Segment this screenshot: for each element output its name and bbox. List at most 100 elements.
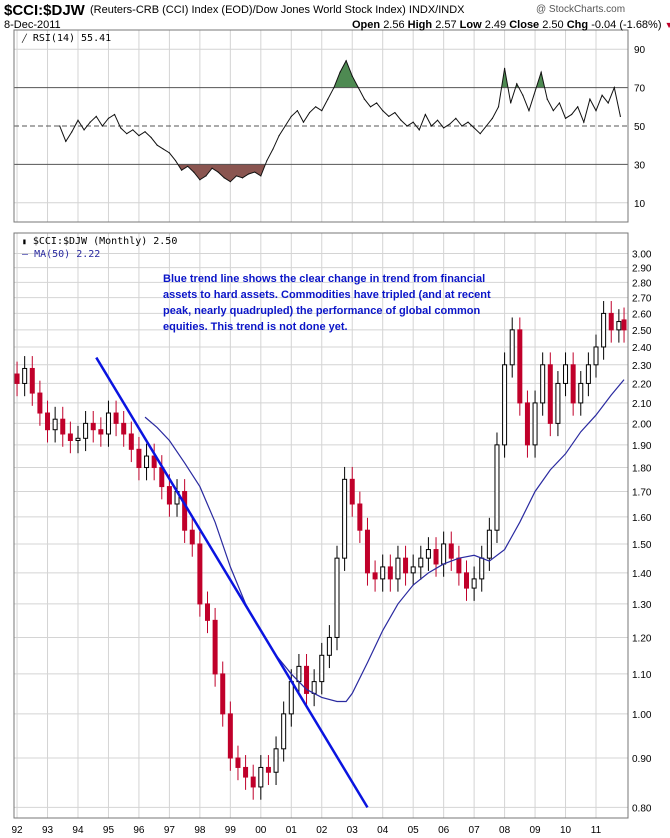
rsi-point (333, 87, 335, 89)
rsi-tick-label: 30 (634, 160, 646, 171)
price-tick-label: 2.40 (632, 343, 652, 354)
candle-body (326, 636, 332, 656)
rsi-point (546, 98, 548, 100)
rsi-tick-label: 10 (634, 199, 646, 210)
candle-body (441, 543, 447, 565)
rsi-point (607, 102, 609, 104)
x-tick-label: 98 (194, 825, 206, 836)
candle-body (151, 455, 157, 469)
rsi-point (601, 94, 603, 96)
rsi-point (71, 131, 73, 133)
price-tick-label: 2.60 (632, 309, 652, 320)
rsi-point (113, 113, 116, 116)
price-tick-label: 1.20 (632, 633, 652, 644)
candle-body (494, 444, 500, 531)
rsi-point (254, 171, 256, 173)
candle-body (113, 412, 119, 424)
candle-body (593, 346, 599, 366)
rsi-point (522, 94, 524, 96)
candle-body (121, 422, 127, 435)
candle-body (288, 681, 294, 715)
rsi-frame (13, 29, 629, 223)
candle-body (105, 412, 111, 435)
candle-body (456, 557, 462, 574)
candle-body (357, 503, 363, 531)
rsi-overbought-fill (536, 72, 545, 88)
rsi-point (424, 113, 426, 116)
price-tick-label: 2.20 (632, 379, 652, 390)
x-tick-label: 02 (316, 825, 328, 836)
candle-body (349, 478, 355, 505)
candle-body (601, 312, 607, 348)
rsi-point (120, 127, 122, 129)
rsi-point (321, 110, 323, 112)
candle-body (311, 681, 317, 694)
x-tick-label: 10 (560, 825, 572, 836)
rsi-legend-text: RSI(14) 55.41 (32, 33, 112, 44)
rsi-overbought-fill (333, 60, 359, 88)
ma-line (144, 379, 625, 703)
rsi-point (473, 127, 475, 129)
rsi-point (363, 98, 366, 100)
axes (13, 29, 629, 819)
rsi-point (290, 115, 292, 117)
candle-body (235, 757, 241, 768)
x-tick-label: 07 (469, 825, 481, 836)
rsi-point (223, 177, 225, 179)
trend-line (95, 356, 369, 809)
rsi-line (59, 59, 621, 183)
candle-body (90, 422, 96, 431)
candle-body (258, 766, 264, 788)
rsi-point (339, 71, 341, 73)
rsi-point (400, 119, 402, 121)
ma50-line (144, 379, 625, 703)
rsi-point (449, 123, 451, 125)
candle-body (83, 422, 89, 439)
x-tick-label: 99 (225, 825, 237, 836)
price-legend-text: $CCI:$DJW (Monthly) 2.50 (32, 236, 178, 247)
candle-body (189, 529, 195, 545)
rsi-point (193, 171, 195, 173)
candle-body (570, 364, 576, 404)
x-tick-label: 04 (377, 825, 389, 836)
rsi-point (613, 87, 615, 89)
x-tick-label: 95 (103, 825, 115, 836)
rsi-point (150, 136, 152, 139)
rsi-point (95, 115, 97, 117)
chart-annotation: Blue trend line shows the clear change i… (163, 273, 491, 333)
close-value: 2.50 (542, 19, 564, 31)
candle-body (166, 486, 172, 505)
candle-body (372, 572, 378, 580)
candle-body (395, 557, 401, 580)
candle-body (29, 367, 35, 394)
rsi-point (77, 119, 79, 121)
rsi-point (534, 90, 536, 93)
rsi-point (528, 110, 530, 112)
rsi-fills (177, 60, 545, 182)
x-tick-label: 06 (438, 825, 450, 836)
symbol-title: $CCI:$DJW (4, 2, 85, 19)
rsi-point (132, 129, 134, 131)
rsi-point (308, 111, 311, 114)
price-candles (14, 301, 627, 800)
rsi-point (510, 102, 512, 104)
candle-body (243, 766, 249, 778)
rsi-point (162, 148, 164, 150)
price-tick-label: 3.00 (632, 249, 652, 260)
rsi-point (406, 125, 408, 127)
x-tick-label: 05 (408, 825, 420, 836)
rsi-point (552, 110, 554, 112)
candle-body (540, 364, 546, 404)
candle-body (464, 572, 470, 589)
rsi-tick-label: 70 (634, 84, 646, 95)
candle-body (319, 654, 325, 683)
candle-body (304, 665, 310, 694)
rsi-point (443, 127, 445, 129)
open-label: Open (352, 19, 381, 31)
rsi-point (595, 110, 597, 112)
rsi-point (503, 67, 506, 69)
rsi-point (491, 117, 494, 119)
candle-body (517, 329, 523, 404)
rsi-point (564, 117, 567, 119)
rsi-point (467, 121, 469, 123)
